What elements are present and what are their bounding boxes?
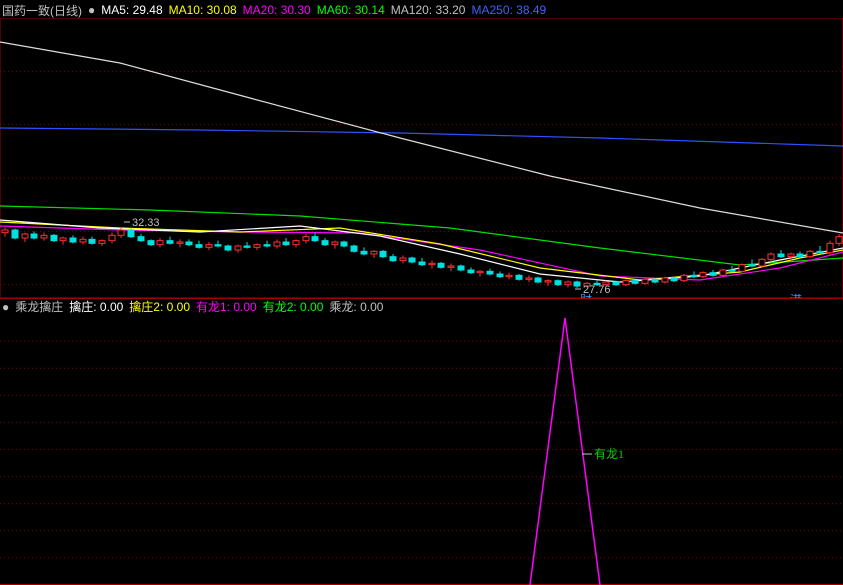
ma-value: MA250: 38.49 <box>471 3 546 17</box>
stock-chart: 国药一致(日线) ● MA5: 29.48 MA10: 30.08 MA20: 30… <box>0 0 843 585</box>
indicator-panel[interactable]: ● 乘龙擒庄 擒庄: 0.00擒庄2: 0.00有龙1: 0.00有龙2: 0.… <box>0 298 843 585</box>
ma-value: MA5: 29.48 <box>101 3 162 17</box>
bullet-icon: ● <box>88 3 95 17</box>
chart-header: 国药一致(日线) ● MA5: 29.48 MA10: 30.08 MA20: 30… <box>2 2 552 18</box>
price-chart-svg: 32.3327.76财港 <box>0 18 843 298</box>
svg-text:32.33: 32.33 <box>132 217 160 229</box>
indicator-chart-svg: 有龙1 <box>0 298 843 585</box>
ma-value: MA60: 30.14 <box>317 3 385 17</box>
svg-text:有龙1: 有龙1 <box>594 447 624 461</box>
ma-value: MA120: 33.20 <box>391 3 466 17</box>
price-panel[interactable]: 32.3327.76财港 <box>0 18 843 298</box>
chart-title: 国药一致(日线) <box>2 2 82 19</box>
ma-value: MA20: 30.30 <box>243 3 311 17</box>
ma-value: MA10: 30.08 <box>169 3 237 17</box>
